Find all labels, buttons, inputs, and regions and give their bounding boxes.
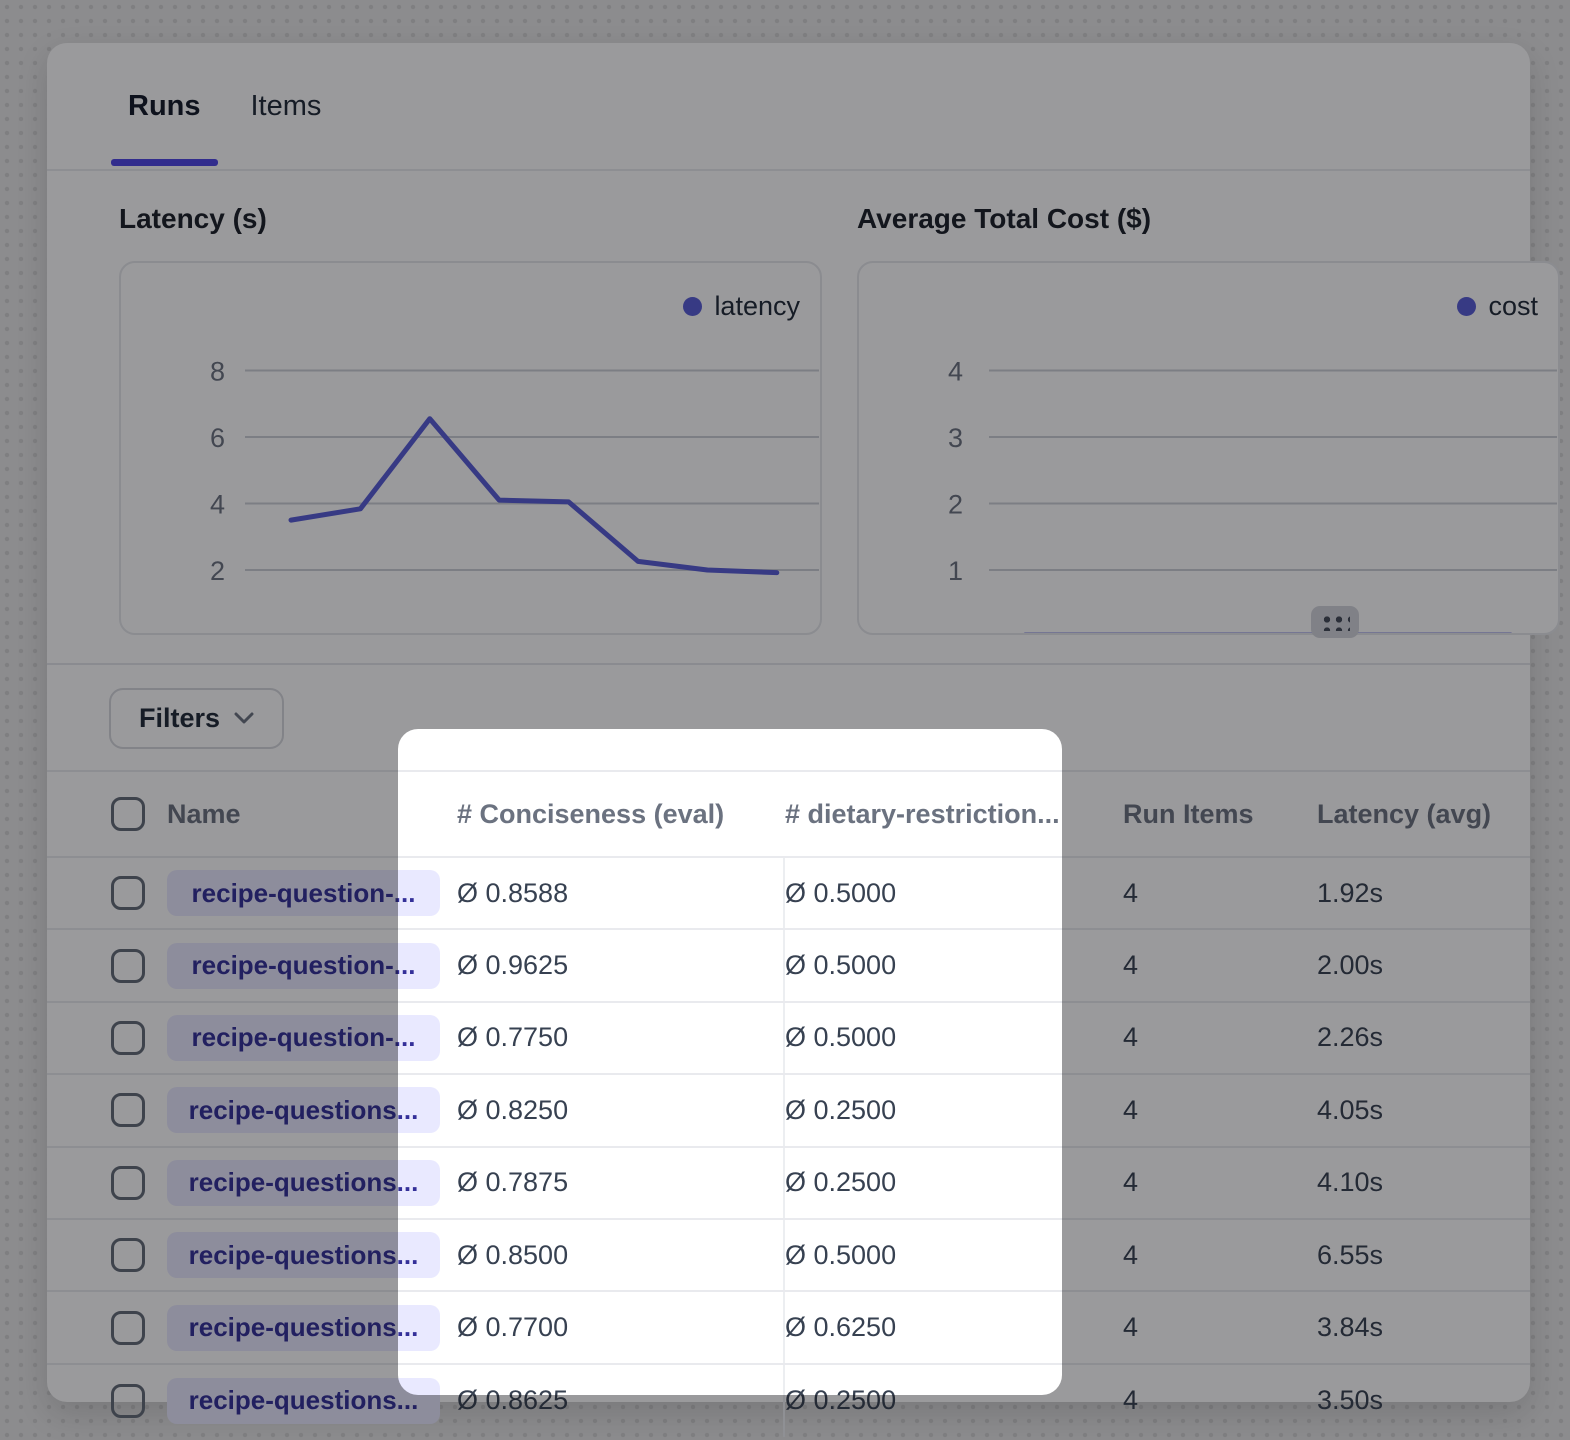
svg-text:4: 4 — [948, 357, 963, 387]
row-checkbox[interactable] — [111, 1165, 145, 1200]
row-checkbox[interactable] — [111, 948, 145, 983]
dietary-restriction-score-cell: Ø 0.5000 — [783, 1219, 1123, 1291]
table-row[interactable]: recipe-question-... Ø 0.9625 Ø 0.5000 4 … — [47, 930, 1530, 1003]
latency-legend-dot-icon — [683, 297, 703, 316]
latency-avg-cell: 6.55s — [1317, 1239, 1384, 1270]
run-items-cell: 4 — [1123, 1312, 1139, 1343]
table-row[interactable]: recipe-questions... Ø 0.7875 Ø 0.2500 4 … — [47, 1147, 1530, 1220]
row-checkbox[interactable] — [111, 1093, 145, 1128]
svg-text:8: 8 — [210, 357, 225, 387]
tab-items[interactable]: Items — [234, 43, 339, 169]
latency-avg-cell: 1.92s — [1317, 877, 1384, 908]
row-checkbox[interactable] — [111, 1238, 145, 1273]
table-row[interactable]: recipe-questions... Ø 0.7700 Ø 0.6250 4 … — [47, 1292, 1530, 1365]
latency-line-chart: 2 4 6 8 — [210, 357, 819, 586]
run-items-cell: 4 — [1123, 877, 1139, 908]
svg-text:4: 4 — [210, 490, 225, 520]
conciseness-score-cell: Ø 0.7700 — [457, 1312, 569, 1343]
conciseness-score-cell: Ø 0.8250 — [457, 1094, 569, 1125]
table-body: recipe-question-... Ø 0.8588 Ø 0.5000 4 … — [47, 858, 1530, 1438]
table-row[interactable]: recipe-question-... Ø 0.7750 Ø 0.5000 4 … — [47, 1002, 1530, 1076]
cost-line-chart: 1 2 3 4 — [948, 357, 1557, 633]
latency-legend-label: latency — [714, 291, 800, 321]
dietary-restriction-score-cell: Ø 0.2500 — [783, 1075, 1123, 1146]
run-items-cell: 4 — [1123, 1167, 1139, 1198]
dietary-restriction-score-cell: Ø 0.5000 — [783, 930, 1123, 1001]
runs-table: Name # Conciseness (eval) # dietary-rest… — [47, 770, 1530, 1438]
table-row[interactable]: recipe-question-... Ø 0.8588 Ø 0.5000 4 … — [47, 858, 1530, 931]
conciseness-score-cell: Ø 0.7750 — [457, 1022, 569, 1053]
tab-runs-label: Runs — [128, 89, 201, 122]
svg-text:1: 1 — [948, 556, 963, 586]
latency-chart-card: 2 4 6 8 latency — [119, 261, 822, 635]
tab-items-label: Items — [250, 89, 322, 122]
svg-text:2: 2 — [948, 490, 963, 520]
svg-text:6: 6 — [210, 423, 225, 453]
cost-legend-dot-icon — [1457, 297, 1477, 316]
run-items-cell: 4 — [1123, 1385, 1139, 1416]
resize-drag-handle[interactable] — [1311, 606, 1359, 638]
filters-button[interactable]: Filters — [109, 688, 285, 749]
row-checkbox[interactable] — [111, 1310, 145, 1345]
run-name-pill[interactable]: recipe-questions... — [167, 1159, 440, 1206]
row-checkbox[interactable] — [111, 1020, 145, 1055]
tab-runs[interactable]: Runs — [111, 43, 218, 169]
run-items-cell: 4 — [1123, 1239, 1139, 1270]
latency-avg-cell: 3.84s — [1317, 1312, 1384, 1343]
conciseness-score-cell: Ø 0.8500 — [457, 1239, 569, 1270]
latency-chart-title: Latency (s) — [119, 203, 267, 234]
latency-avg-cell: 4.05s — [1317, 1094, 1384, 1125]
run-name-pill[interactable]: recipe-question-... — [167, 942, 440, 989]
cost-legend: cost — [1457, 291, 1538, 322]
run-name-pill[interactable]: recipe-questions... — [167, 1232, 440, 1279]
active-tab-underline — [111, 159, 218, 166]
run-name-pill[interactable]: recipe-questions... — [167, 1087, 440, 1134]
column-header-run-items[interactable]: Run Items — [1123, 798, 1254, 829]
charts-table-divider — [47, 663, 1530, 665]
run-name-pill[interactable]: recipe-questions... — [167, 1304, 440, 1351]
latency-avg-cell: 4.10s — [1317, 1167, 1384, 1198]
table-row[interactable]: recipe-questions... Ø 0.8625 Ø 0.2500 4 … — [47, 1364, 1530, 1438]
column-header-name[interactable]: Name — [167, 798, 241, 829]
dietary-restriction-score-cell: Ø 0.2500 — [783, 1364, 1123, 1438]
latency-legend: latency — [683, 291, 800, 322]
run-items-cell: 4 — [1123, 1094, 1139, 1125]
table-header-row: Name # Conciseness (eval) # dietary-rest… — [47, 770, 1530, 858]
drag-grip-icon — [1320, 613, 1350, 631]
row-checkbox[interactable] — [111, 876, 145, 911]
dietary-restriction-score-cell: Ø 0.6250 — [783, 1292, 1123, 1363]
cost-chart-card: 1 2 3 4 cost — [857, 261, 1560, 635]
column-header-latency-avg[interactable]: Latency (avg) — [1317, 798, 1492, 829]
conciseness-score-cell: Ø 0.8588 — [457, 877, 569, 908]
latency-avg-cell: 2.26s — [1317, 1022, 1384, 1053]
run-items-cell: 4 — [1123, 1022, 1139, 1053]
run-name-pill[interactable]: recipe-question-... — [167, 1014, 440, 1061]
filters-button-label: Filters — [139, 703, 221, 733]
cost-chart-title: Average Total Cost ($) — [857, 203, 1152, 234]
tab-bar: Runs Items — [47, 43, 1530, 171]
table-row[interactable]: recipe-questions... Ø 0.8500 Ø 0.5000 4 … — [47, 1219, 1530, 1293]
conciseness-score-cell: Ø 0.7875 — [457, 1167, 569, 1198]
runs-panel: Runs Items Latency (s) Average Total Cos… — [47, 43, 1560, 1438]
latency-avg-cell: 2.00s — [1317, 950, 1384, 981]
svg-text:3: 3 — [948, 423, 963, 453]
dietary-restriction-score-cell: Ø 0.5000 — [783, 1002, 1123, 1074]
column-header-conciseness[interactable]: # Conciseness (eval) — [457, 798, 725, 829]
conciseness-score-cell: Ø 0.8625 — [457, 1385, 569, 1416]
svg-text:2: 2 — [210, 556, 225, 586]
conciseness-score-cell: Ø 0.9625 — [457, 950, 569, 981]
run-items-cell: 4 — [1123, 950, 1139, 981]
dietary-restriction-score-cell: Ø 0.2500 — [783, 1147, 1123, 1218]
chevron-down-icon — [234, 712, 254, 724]
select-all-checkbox[interactable] — [111, 797, 145, 831]
row-checkbox[interactable] — [111, 1383, 145, 1418]
table-row[interactable]: recipe-questions... Ø 0.8250 Ø 0.2500 4 … — [47, 1075, 1530, 1148]
latency-avg-cell: 3.50s — [1317, 1385, 1384, 1416]
cost-legend-label: cost — [1488, 291, 1538, 321]
run-name-pill[interactable]: recipe-question-... — [167, 870, 440, 917]
column-header-dietary-restriction[interactable]: # dietary-restriction... — [785, 798, 1060, 829]
dietary-restriction-score-cell: Ø 0.5000 — [783, 858, 1123, 929]
run-name-pill[interactable]: recipe-questions... — [167, 1377, 440, 1424]
